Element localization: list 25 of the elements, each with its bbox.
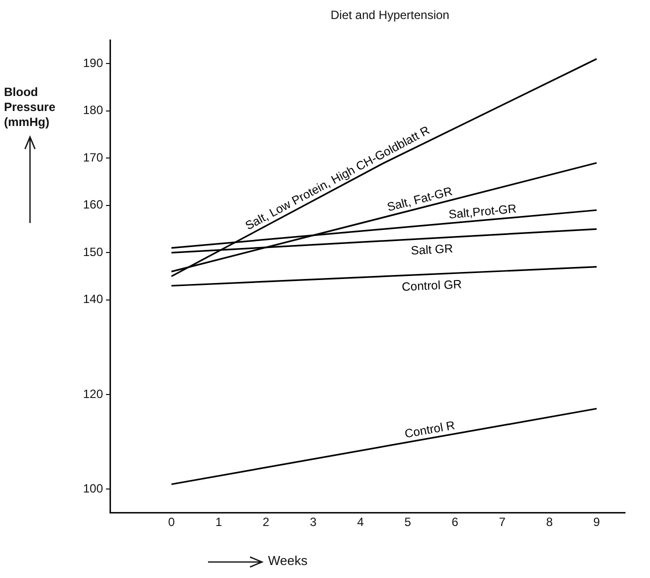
y-tick-label: 190 — [82, 56, 104, 70]
y-tick-label: 180 — [82, 103, 104, 118]
x-tick-label: 0 — [168, 515, 176, 530]
y-tick-label: 160 — [82, 198, 104, 212]
x-tick-label: 8 — [546, 515, 554, 530]
y-tick-label: 170 — [82, 150, 104, 164]
x-axis-title: Weeks — [268, 553, 308, 568]
y-axis-title: Blood Pressure (mmHg) — [4, 85, 56, 130]
x-tick-label: 9 — [593, 515, 600, 530]
y-tick-label: 120 — [82, 386, 104, 401]
series-label: Salt GR — [410, 241, 454, 258]
x-tick-label: 4 — [357, 515, 364, 530]
x-tick-label: 1 — [215, 515, 222, 530]
text: Control R — [404, 418, 456, 441]
x-tick-label: 6 — [452, 515, 459, 530]
x-tick-label: 2 — [262, 515, 270, 530]
y-tick-label: 150 — [82, 244, 104, 259]
y-tick-label: 100 — [82, 481, 104, 496]
y-tick-label: 140 — [82, 292, 104, 306]
text: Salt,Prot-GR — [448, 202, 518, 222]
x-tick-label: 5 — [404, 515, 412, 530]
x-tick-label: 7 — [498, 515, 506, 530]
chart-title: Diet and Hypertension — [330, 8, 450, 22]
x-tick-label: 3 — [310, 515, 317, 530]
series-label: Control GR — [402, 277, 462, 294]
